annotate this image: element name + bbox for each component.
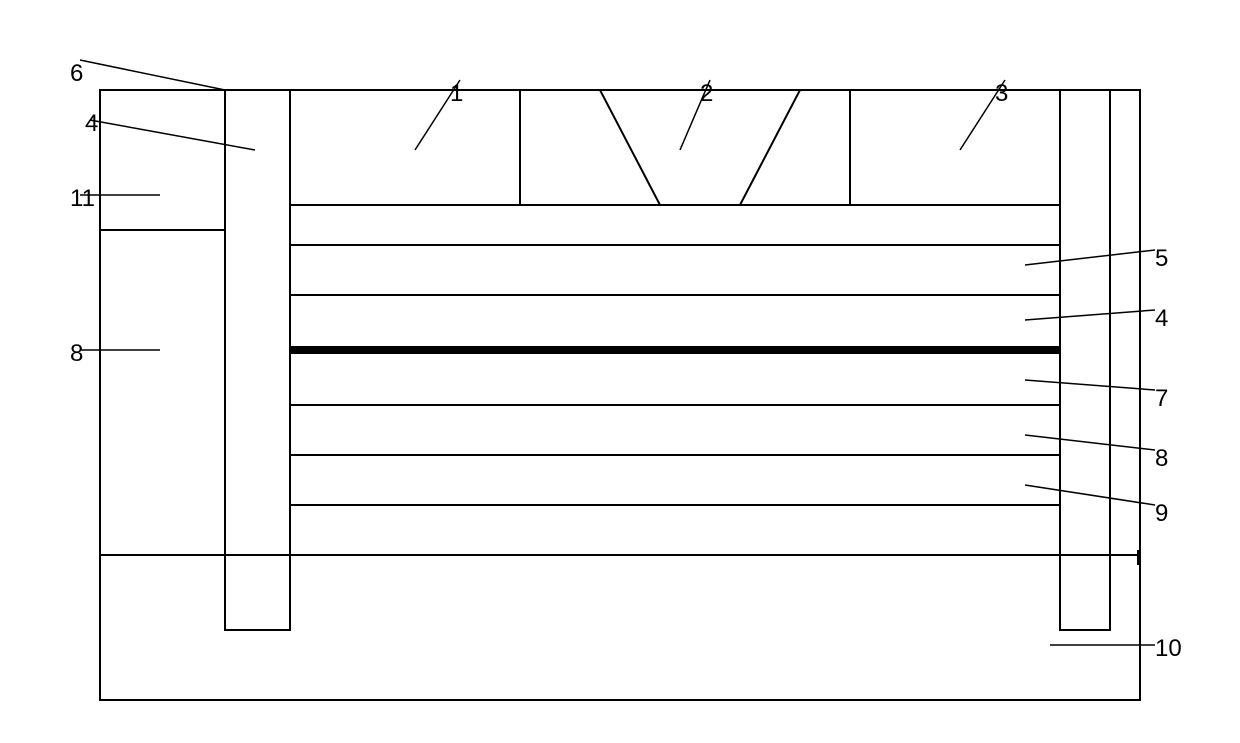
- label-l8_right: 8: [1155, 445, 1168, 473]
- label-l11: 11: [70, 185, 95, 213]
- label-l9: 9: [1155, 500, 1168, 528]
- label-l4_top: 4: [85, 110, 98, 138]
- schematic-diagram: [60, 50, 1180, 710]
- label-l3: 3: [995, 80, 1008, 108]
- label-l10: 10: [1155, 635, 1182, 663]
- diagram-svg: [60, 50, 1180, 710]
- label-l1: 1: [450, 80, 463, 108]
- label-l5: 5: [1155, 245, 1168, 273]
- label-l6: 6: [70, 60, 83, 88]
- label-l2: 2: [700, 80, 713, 108]
- label-l8_left: 8: [70, 340, 83, 368]
- label-l4_right: 4: [1155, 305, 1168, 333]
- label-l7: 7: [1155, 385, 1168, 413]
